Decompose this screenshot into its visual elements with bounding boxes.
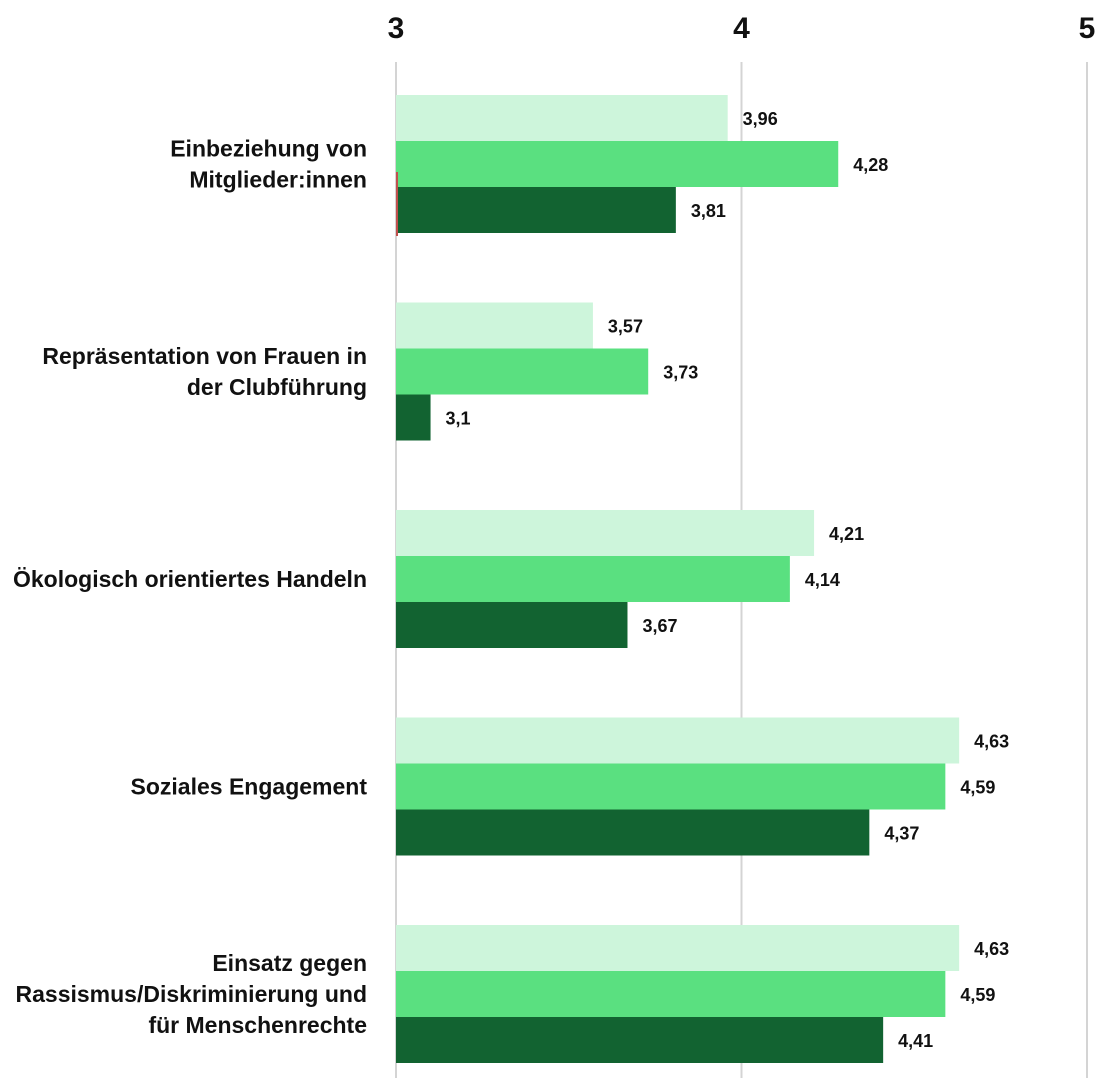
bar [396, 141, 839, 187]
bar-value-label: 4,37 [884, 824, 919, 844]
category-label: Soziales Engagement [131, 774, 368, 800]
bar-value-label: 3,73 [663, 363, 698, 383]
bar [396, 1017, 884, 1063]
category-label-line: Repräsentation von Frauen in [42, 343, 367, 369]
category-label-line: Soziales Engagement [131, 774, 368, 800]
x-tick-label: 5 [1079, 12, 1096, 45]
x-tick-label: 3 [388, 12, 405, 45]
bar-value-label: 4,63 [974, 939, 1009, 959]
x-tick-label: 4 [733, 12, 750, 45]
category-label-line: der Clubführung [187, 374, 367, 400]
category-label-line: Rassismus/Diskriminierung und [16, 981, 367, 1007]
bar-value-label: 4,63 [974, 732, 1009, 752]
category-labels: Einbeziehung von Mitglieder:innen Repräsen… [13, 136, 367, 1039]
bar [396, 925, 960, 971]
bar [396, 187, 676, 233]
bars: 3,96 4,28 3,81 3,57 3,73 3,1 4,21 4,14 3,67 4,63 4… [396, 95, 1009, 1063]
bar-value-label: 4,14 [805, 570, 840, 590]
category-label-line: Mitglieder:innen [189, 167, 367, 193]
bar-value-label: 3,1 [446, 409, 471, 429]
bar-value-label: 3,96 [743, 109, 778, 129]
bar-value-label: 4,59 [960, 778, 995, 798]
bar-value-label: 3,81 [691, 201, 726, 221]
bar [396, 971, 946, 1017]
bar [396, 302, 593, 349]
category-label-line: Ökologisch orientiertes Handeln [13, 566, 367, 592]
bar [396, 394, 431, 441]
bar [396, 510, 815, 556]
bar [396, 809, 870, 856]
bar-value-label: 3,67 [642, 616, 677, 636]
category-label: Einsatz gegen Rassismus/Diskriminierung u… [16, 950, 367, 1038]
bar [396, 763, 946, 810]
bar-value-label: 4,41 [898, 1031, 933, 1051]
category-label-line: Einbeziehung von [170, 136, 367, 162]
bar [396, 717, 960, 764]
bar-value-label: 3,57 [608, 317, 643, 337]
bar-value-label: 4,21 [829, 524, 864, 544]
category-label: Ökologisch orientiertes Handeln [13, 566, 367, 592]
bar-value-label: 4,28 [853, 155, 888, 175]
category-label: Repräsentation von Frauen in der Clubführ… [42, 343, 367, 400]
bar [396, 95, 728, 141]
bar-value-label: 4,59 [960, 985, 995, 1005]
x-axis-ticks: 3 4 5 [388, 12, 1096, 45]
bar [396, 348, 649, 395]
category-label-line: Einsatz gegen [212, 950, 367, 976]
category-label: Einbeziehung von Mitglieder:innen [170, 136, 367, 193]
bar [396, 556, 790, 602]
category-label-line: für Menschenrechte [148, 1012, 367, 1038]
bar [396, 602, 628, 648]
